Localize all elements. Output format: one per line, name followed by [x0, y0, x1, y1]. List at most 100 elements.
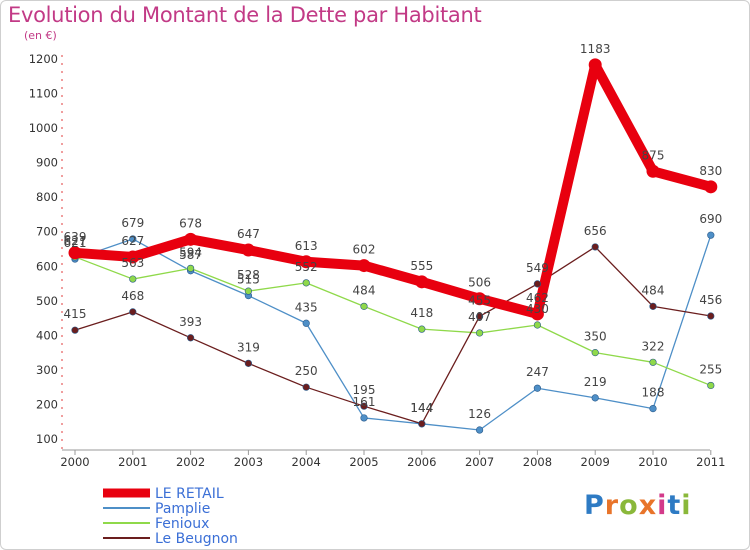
data-label-pamplie: 435 — [295, 300, 318, 314]
data-point-le-retail — [184, 232, 198, 246]
data-point-le-retail — [646, 164, 660, 178]
data-label-le-beugnon: 144 — [410, 401, 433, 415]
logo-letter: o — [619, 490, 639, 521]
data-label-le-retail: 462 — [526, 291, 549, 305]
data-point-le-retail — [68, 246, 82, 260]
data-point-fenioux — [649, 358, 657, 366]
data-point-le-beugnon — [533, 280, 542, 288]
legend-label-le-beugnon: Le Beugnon — [155, 531, 238, 547]
data-point-le-retail — [241, 243, 255, 257]
data-label-le-beugnon: 468 — [121, 289, 144, 303]
data-point-pamplie — [533, 384, 542, 392]
data-point-fenioux — [476, 329, 484, 337]
x-tick-label: 2010 — [638, 455, 667, 469]
data-point-pamplie — [302, 319, 310, 327]
x-tick-label: 2002 — [176, 455, 205, 469]
data-point-fenioux — [418, 325, 426, 333]
data-point-fenioux — [187, 264, 195, 272]
data-label-pamplie: 188 — [642, 386, 665, 400]
y-tick-label: 100 — [36, 432, 58, 446]
data-point-fenioux — [129, 275, 137, 283]
data-label-pamplie: 690 — [699, 212, 722, 226]
data-point-le-retail — [704, 180, 718, 194]
data-label-fenioux: 255 — [699, 362, 722, 376]
legend-label-pamplie: Pamplie — [155, 501, 210, 517]
data-label-pamplie: 126 — [468, 407, 491, 421]
data-point-le-retail — [357, 259, 371, 273]
y-tick-label: 700 — [36, 225, 58, 239]
y-tick-label: 1000 — [29, 121, 58, 135]
y-tick-label: 300 — [36, 363, 58, 377]
data-point-le-beugnon — [591, 243, 599, 251]
data-label-pamplie: 247 — [526, 365, 549, 379]
data-label-pamplie: 587 — [179, 248, 202, 262]
y-tick-label: 400 — [36, 328, 58, 342]
data-point-le-retail — [588, 58, 602, 72]
chart-title: Evolution du Montant de la Dette par Hab… — [8, 3, 482, 27]
data-label-fenioux: 528 — [237, 268, 260, 282]
x-tick-label: 2000 — [60, 455, 89, 469]
data-point-pamplie — [360, 414, 368, 422]
data-label-le-beugnon: 455 — [468, 293, 491, 307]
x-tick-label: 2004 — [292, 455, 321, 469]
data-point-pamplie — [649, 405, 657, 413]
data-label-le-retail: 830 — [699, 164, 722, 178]
x-tick-label: 2006 — [407, 455, 436, 469]
y-tick-label: 600 — [36, 259, 58, 273]
y-tick-label: 800 — [36, 190, 58, 204]
data-point-pamplie — [476, 426, 484, 434]
data-point-pamplie — [707, 231, 715, 239]
data-point-le-retail — [299, 255, 313, 269]
y-tick-label: 1200 — [29, 52, 58, 66]
data-point-pamplie — [129, 235, 137, 243]
x-tick-label: 2007 — [465, 455, 494, 469]
data-point-le-beugnon — [71, 326, 79, 334]
data-point-le-beugnon — [476, 312, 484, 320]
data-label-fenioux: 322 — [642, 339, 665, 353]
data-point-le-retail — [530, 307, 544, 321]
series-line-fenioux — [74, 256, 712, 387]
data-point-le-beugnon — [187, 334, 195, 342]
data-point-le-beugnon — [302, 383, 310, 391]
data-point-fenioux — [360, 302, 368, 310]
data-point-le-retail — [415, 275, 429, 289]
data-point-le-beugnon — [649, 302, 657, 310]
y-tick-label: 900 — [36, 156, 58, 170]
logo-letter: r — [604, 490, 620, 521]
data-point-pamplie — [591, 394, 599, 402]
data-label-le-beugnon: 456 — [699, 293, 722, 307]
y-tick-label: 200 — [36, 397, 58, 411]
data-label-le-retail: 875 — [642, 148, 665, 162]
y-tick-label: 500 — [36, 294, 58, 308]
data-point-fenioux — [591, 349, 599, 357]
data-label-le-retail: 506 — [468, 276, 491, 290]
data-label-pamplie: 515 — [237, 273, 260, 287]
data-label-le-beugnon: 549 — [526, 261, 549, 275]
y-tick-label: 1100 — [29, 87, 58, 101]
data-point-fenioux — [244, 287, 252, 295]
x-tick-label: 2003 — [234, 455, 263, 469]
data-label-fenioux: 350 — [584, 330, 607, 344]
series-line-pamplie — [74, 234, 712, 431]
logo-letter: x — [638, 490, 658, 521]
data-label-pamplie: 219 — [584, 375, 607, 389]
data-label-le-retail: 647 — [237, 227, 260, 241]
data-label-pamplie: 144 — [410, 401, 433, 415]
data-label-fenioux: 430 — [526, 302, 549, 316]
data-label-le-retail: 602 — [353, 243, 376, 257]
data-label-le-beugnon: 319 — [237, 340, 260, 354]
data-point-fenioux — [707, 381, 715, 390]
legend-label-fenioux: Fenioux — [155, 516, 209, 532]
data-label-le-retail: 1183 — [580, 42, 611, 56]
data-point-le-retail — [473, 292, 487, 306]
data-label-le-beugnon: 656 — [584, 224, 607, 238]
legend-label-le-retail: LE RETAIL — [155, 486, 224, 502]
logo-letter: P — [584, 490, 605, 521]
x-tick-label: 2009 — [581, 455, 610, 469]
logo-letter: t — [667, 490, 682, 521]
data-label-fenioux: 552 — [295, 260, 318, 274]
data-label-le-beugnon: 195 — [353, 383, 376, 397]
x-tick-label: 2005 — [349, 455, 378, 469]
data-label-fenioux: 407 — [468, 310, 491, 324]
